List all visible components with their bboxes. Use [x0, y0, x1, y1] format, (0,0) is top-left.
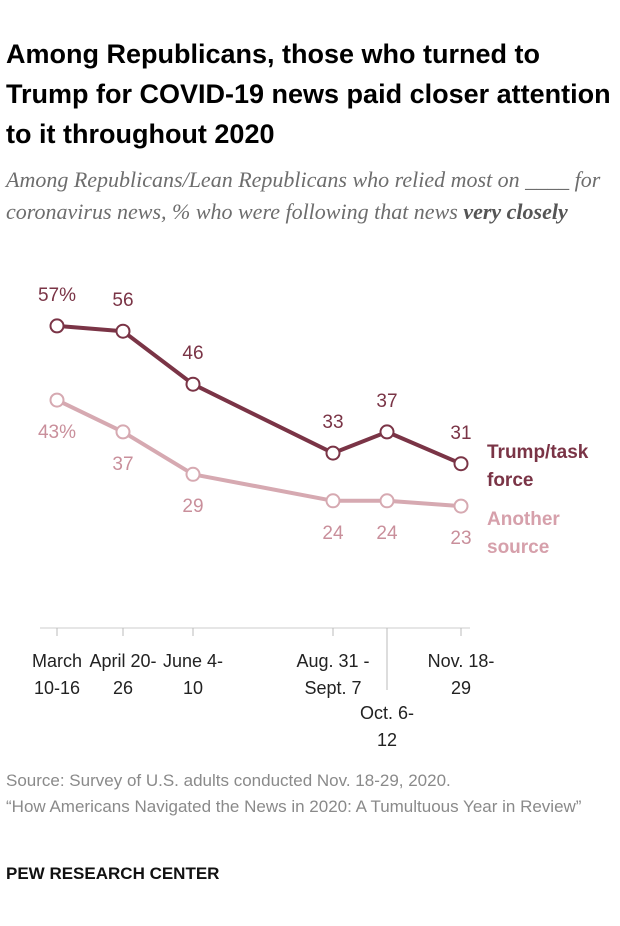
- brand: PEW RESEARCH CENTER: [6, 864, 220, 883]
- chart-subtitle: Among Republicans/Lean Republicans who r…: [6, 164, 616, 228]
- data-label: 33: [322, 412, 344, 434]
- note: “How Americans Navigated the News in 202…: [6, 797, 582, 816]
- data-point: [325, 493, 341, 509]
- data-label: 29: [182, 496, 204, 518]
- legend-label: Trump/task force: [487, 441, 589, 491]
- series-line: [56, 323, 462, 466]
- subtitle-text: Among Republicans/Lean Republicans who r…: [6, 167, 601, 224]
- data-label: 57%: [37, 284, 77, 306]
- data-point: [185, 376, 201, 392]
- x-tick-label: Aug. 31 - Sept. 7: [296, 651, 370, 698]
- data-label: 24: [376, 522, 398, 544]
- data-label: 24: [322, 522, 344, 544]
- data-label: 43%: [37, 422, 77, 444]
- data-label: 23: [450, 528, 472, 550]
- data-point: [379, 493, 395, 509]
- data-point: [325, 445, 341, 461]
- source-block: Source: Survey of U.S. adults conducted …: [6, 768, 616, 820]
- x-tick-label: March 10-16: [31, 651, 82, 698]
- chart-title: Among Republicans, those who turned to T…: [6, 39, 611, 149]
- data-point: [185, 466, 201, 482]
- data-point: [49, 392, 65, 408]
- data-point: [115, 424, 131, 440]
- subtitle-emphasis: very closely: [463, 199, 568, 224]
- data-point: [379, 424, 395, 440]
- x-tick-label: April 20-26: [89, 651, 157, 698]
- x-tick-label: Nov. 18-29: [427, 651, 495, 698]
- series-line: [56, 398, 462, 509]
- legend-label: Another source: [487, 509, 560, 559]
- data-label: 31: [450, 422, 472, 444]
- data-label: 37: [376, 390, 398, 412]
- data-label: 56: [112, 290, 134, 312]
- x-tick-label: June 4-10: [162, 651, 224, 698]
- data-point: [453, 498, 469, 514]
- data-label: 46: [182, 343, 204, 365]
- x-tick-label: Oct. 6-12: [359, 703, 414, 750]
- source: Source: Survey of U.S. adults conducted …: [6, 771, 451, 790]
- data-point: [115, 323, 131, 339]
- data-point: [453, 456, 469, 472]
- data-label: 37: [112, 453, 134, 475]
- data-point: [49, 318, 65, 334]
